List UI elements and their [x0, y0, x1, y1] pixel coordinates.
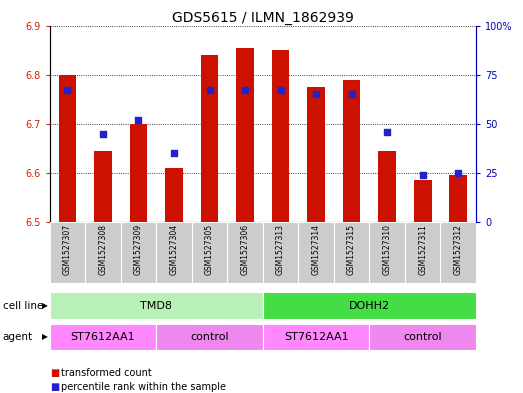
Point [99, 130, 107, 137]
Point [347, 91, 356, 97]
Text: GSM1527313: GSM1527313 [276, 224, 285, 275]
Bar [440, 222, 476, 283]
Title: GDS5615 / ILMN_1862939: GDS5615 / ILMN_1862939 [172, 11, 354, 24]
Point [241, 87, 249, 94]
Text: ▶: ▶ [42, 301, 48, 310]
Text: ■: ■ [50, 382, 59, 392]
Text: GSM1527311: GSM1527311 [418, 224, 427, 275]
Bar [121, 222, 156, 283]
Text: GSM1527314: GSM1527314 [312, 224, 321, 275]
Text: ▶: ▶ [42, 332, 48, 342]
Bar [369, 222, 405, 283]
Text: GSM1527307: GSM1527307 [63, 224, 72, 275]
Bar [228, 222, 263, 283]
Bar [59, 75, 76, 222]
Bar [201, 55, 219, 222]
Bar [298, 222, 334, 283]
Text: GSM1527308: GSM1527308 [98, 224, 107, 275]
Bar [405, 222, 440, 283]
Text: agent: agent [3, 332, 33, 342]
Text: GSM1527305: GSM1527305 [205, 224, 214, 275]
Bar [449, 175, 467, 222]
Text: GSM1527315: GSM1527315 [347, 224, 356, 275]
Bar [50, 292, 263, 319]
Text: control: control [403, 332, 442, 342]
Point [312, 91, 320, 97]
Bar [378, 151, 396, 222]
Bar [50, 222, 85, 283]
Text: cell line: cell line [3, 301, 43, 310]
Bar [307, 87, 325, 222]
Text: DOHH2: DOHH2 [349, 301, 390, 310]
Bar [50, 324, 156, 350]
Point [206, 87, 214, 94]
Bar [414, 180, 431, 222]
Bar [165, 168, 183, 222]
Point [170, 150, 178, 156]
Bar [334, 222, 369, 283]
Bar [263, 292, 476, 319]
Point [383, 129, 391, 135]
Text: GSM1527306: GSM1527306 [241, 224, 249, 275]
Bar [236, 48, 254, 222]
Bar [85, 222, 121, 283]
Bar [343, 80, 360, 222]
Text: percentile rank within the sample: percentile rank within the sample [61, 382, 226, 392]
Text: GSM1527310: GSM1527310 [383, 224, 392, 275]
Bar [94, 151, 112, 222]
Point [276, 87, 285, 94]
Bar [156, 324, 263, 350]
Text: transformed count: transformed count [61, 367, 152, 378]
Text: control: control [190, 332, 229, 342]
Text: ST7612AA1: ST7612AA1 [284, 332, 348, 342]
Text: ■: ■ [50, 367, 59, 378]
Bar [130, 124, 147, 222]
Bar [369, 324, 476, 350]
Text: ST7612AA1: ST7612AA1 [71, 332, 135, 342]
Bar [263, 324, 369, 350]
Bar [271, 50, 289, 222]
Point [454, 170, 462, 176]
Point [134, 117, 143, 123]
Point [63, 87, 72, 94]
Bar [263, 222, 298, 283]
Text: GSM1527309: GSM1527309 [134, 224, 143, 275]
Text: GSM1527312: GSM1527312 [453, 224, 463, 275]
Text: GSM1527304: GSM1527304 [169, 224, 178, 275]
Text: TMD8: TMD8 [140, 301, 172, 310]
Bar [192, 222, 228, 283]
Point [418, 172, 427, 178]
Bar [156, 222, 192, 283]
